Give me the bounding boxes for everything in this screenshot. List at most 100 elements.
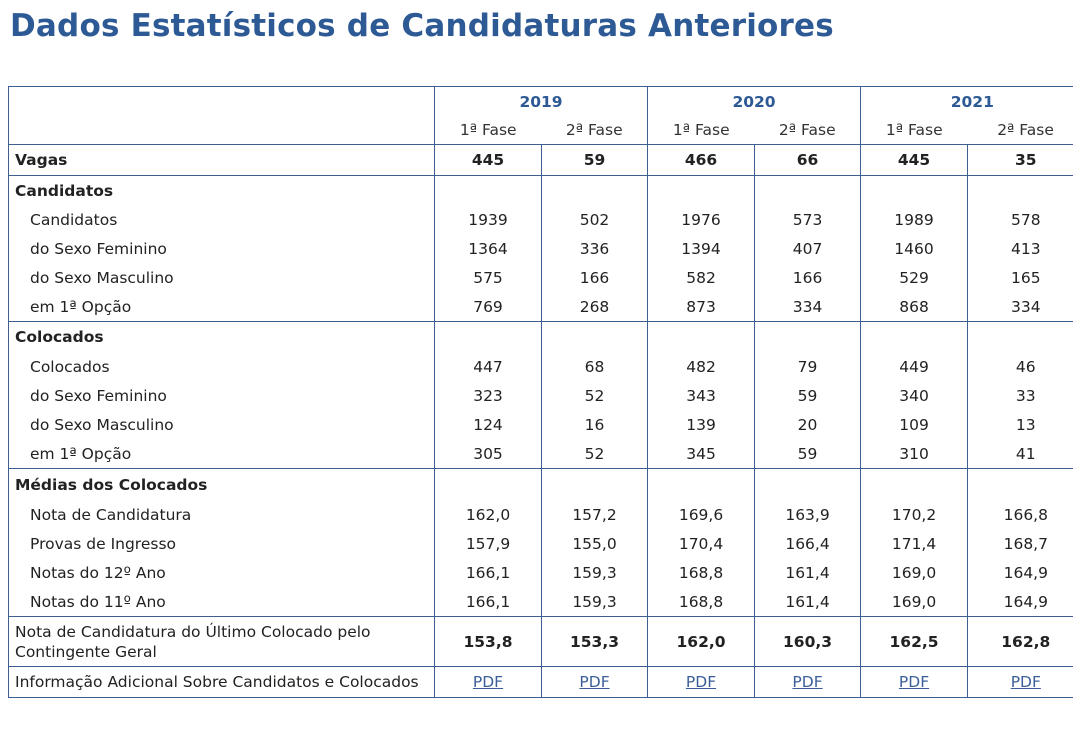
cell-value: 166: [540, 263, 648, 293]
section-heading-row: Colocados: [8, 321, 1073, 353]
cell-value: 166,1: [434, 587, 542, 617]
cell-value: 413: [967, 234, 1073, 264]
table-row: Nota de Candidatura 162,0 157,2 169,6 16…: [8, 500, 1073, 530]
phase-header: 2ª Fase: [565, 121, 623, 140]
row-label: Nota de Candidatura: [8, 500, 435, 530]
pdf-link-2021-fase1[interactable]: PDF: [898, 673, 930, 691]
cell-value: 165: [967, 263, 1073, 293]
cell-value: 160,3: [754, 616, 861, 667]
cell-value: 1394: [647, 234, 755, 264]
pdf-link-2020-fase1[interactable]: PDF: [685, 673, 717, 691]
cell-value: 139: [647, 410, 755, 440]
phase-header: 1ª Fase: [860, 116, 968, 145]
cell-value: 268: [540, 292, 648, 322]
cell-value: 59: [754, 439, 861, 469]
year-header-2021: 2021: [860, 86, 1073, 117]
info-row: Informação Adicional Sobre Candidatos e …: [8, 666, 1073, 698]
cell-value: 170,4: [647, 529, 755, 559]
cell-value: 124: [434, 410, 542, 440]
table-row: em 1ª Opção 305 52 345 59 310 41: [8, 439, 1073, 469]
table-row: Candidatos 1939 502 1976 573 1989 578: [8, 205, 1073, 235]
cell-value: 447: [434, 352, 542, 382]
cell-value: 873: [647, 292, 755, 322]
year-header-2019: 2019: [433, 86, 648, 117]
cell-value: 310: [860, 439, 968, 469]
pdf-link-2019-fase2[interactable]: PDF: [579, 673, 610, 691]
cell-value: 162,0: [434, 500, 542, 530]
medias-heading: Médias dos Colocados: [8, 468, 435, 501]
page-title: Dados Estatísticos de Candidaturas Anter…: [10, 8, 834, 44]
header-blank-cell: [8, 116, 435, 145]
phase-header: 1ª Fase: [647, 116, 755, 145]
cell-value: 334: [967, 292, 1073, 322]
cell-value: 334: [754, 292, 861, 322]
table-row: Notas do 11º Ano 166,1 159,3 168,8 161,4…: [8, 587, 1073, 617]
cell-value: 336: [540, 234, 648, 264]
cell-value: 59: [754, 381, 861, 411]
cell-value: 168,8: [647, 587, 755, 617]
cell-value: 169,0: [860, 587, 968, 617]
cell-value: 109: [860, 410, 968, 440]
table-row: em 1ª Opção 769 268 873 334 868 334: [8, 292, 1073, 322]
cell-value: 166,1: [434, 558, 542, 588]
cell-value: 16: [540, 410, 648, 440]
ultimo-colocado-label: Nota de Candidatura do Último Colocado p…: [8, 616, 435, 667]
pdf-link-2021-fase2[interactable]: PDF: [1010, 673, 1041, 691]
cell-value: 159,3: [540, 587, 648, 617]
cell-value: 157,2: [540, 500, 648, 530]
cell-value: 769: [434, 292, 542, 322]
vagas-value: 35: [967, 144, 1073, 176]
cell-value: 159,3: [540, 558, 648, 588]
cell-value: 168,8: [647, 558, 755, 588]
cell-value: 171,4: [860, 529, 968, 559]
cell-value: 79: [754, 352, 861, 382]
cell-value: 407: [754, 234, 861, 264]
cell-value: 13: [967, 410, 1073, 440]
cell-value: 162,8: [967, 616, 1073, 667]
row-label: Provas de Ingresso: [8, 529, 435, 559]
cell-value: 578: [967, 205, 1073, 235]
phase-header: 1ª Fase: [434, 116, 542, 145]
year-header-2020: 2020: [647, 86, 861, 117]
cell-value: 1460: [860, 234, 968, 264]
cell-value: 153,3: [540, 616, 648, 667]
cell-value: 162,0: [647, 616, 755, 667]
pdf-link-2020-fase2[interactable]: PDF: [792, 673, 823, 691]
cell-value: 323: [434, 381, 542, 411]
cell-value: 868: [860, 292, 968, 322]
vagas-row: Vagas 445 59 466 66 445 35: [8, 144, 1073, 176]
cell-value: 162,5: [860, 616, 968, 667]
cell-value: 164,9: [967, 558, 1073, 588]
cell-value: 345: [647, 439, 755, 469]
vagas-value: 59: [540, 144, 648, 176]
cell-value: 169,6: [647, 500, 755, 530]
cell-value: 1989: [860, 205, 968, 235]
cell-value: 163,9: [754, 500, 861, 530]
cell-value: 33: [967, 381, 1073, 411]
ultimo-colocado-row: Nota de Candidatura do Último Colocado p…: [8, 616, 1073, 667]
cell-value: 170,2: [860, 500, 968, 530]
cell-value: 529: [860, 263, 968, 293]
cell-value: 168,7: [967, 529, 1073, 559]
cell-value: 157,9: [434, 529, 542, 559]
statistics-table: 2019 2020 2021 1ª Fase 2ª Fase 1ª Fase 2…: [8, 86, 1073, 698]
table-row: do Sexo Masculino 124 16 139 20 109 13: [8, 410, 1073, 440]
table-row: do Sexo Feminino 323 52 343 59 340 33: [8, 381, 1073, 411]
table-row: do Sexo Masculino 575 166 582 166 529 16…: [8, 263, 1073, 293]
vagas-value: 66: [754, 144, 861, 176]
section-heading-row: Candidatos: [8, 175, 1073, 206]
table-row: Notas do 12º Ano 166,1 159,3 168,8 161,4…: [8, 558, 1073, 588]
phase-header: 2ª Fase: [778, 121, 836, 140]
vagas-value: 445: [860, 144, 968, 176]
row-label: do Sexo Feminino: [8, 234, 435, 264]
row-label: do Sexo Masculino: [8, 410, 435, 440]
row-label: do Sexo Masculino: [8, 263, 435, 293]
cell-value: 46: [967, 352, 1073, 382]
row-label: Candidatos: [8, 205, 435, 235]
row-label: em 1ª Opção: [8, 292, 435, 322]
pdf-link-2019-fase1[interactable]: PDF: [472, 673, 504, 691]
cell-value: 161,4: [754, 558, 861, 588]
row-label: do Sexo Feminino: [8, 381, 435, 411]
cell-value: 153,8: [434, 616, 542, 667]
cell-value: 482: [647, 352, 755, 382]
